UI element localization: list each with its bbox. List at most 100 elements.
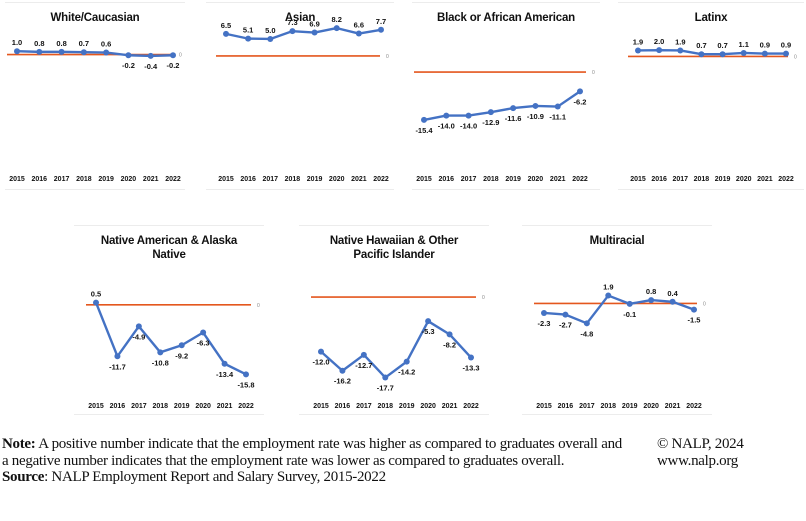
x-tick-label: 2018 bbox=[694, 176, 710, 183]
series-line bbox=[16, 50, 174, 58]
chart-panel-native-american: Native American & Alaska Native 0 0.5 2015… bbox=[74, 225, 264, 415]
x-tick-label: 2022 bbox=[373, 176, 389, 183]
data-label: 6.5 bbox=[221, 21, 231, 30]
data-point bbox=[554, 103, 561, 110]
chart-panel-white: White/Caucasian 0 1.0 2015 0.8 2016 0.8 2017 0.… bbox=[5, 2, 185, 190]
data-label: -0.2 bbox=[122, 61, 135, 70]
x-tick-label: 2019 bbox=[505, 176, 521, 183]
footnote: Note: A positive number indicate that th… bbox=[2, 436, 622, 486]
chart-plot: 0 1.0 2015 0.8 2016 0.8 2017 0.7 2018 0.6 2019 -0.2… bbox=[7, 38, 182, 183]
data-point bbox=[378, 26, 384, 33]
chart-plot: 0 6.5 2015 5.1 2016 5.0 2017 7.3 2018 6.9 2019 8.2 2… bbox=[216, 15, 389, 183]
data-label: 1.9 bbox=[633, 37, 643, 46]
data-label: -11.7 bbox=[109, 362, 126, 371]
chart-plot: 0 -2.3 2015 -2.7 2016 -4.8 2017 1.9 2018 -0.1 2019… bbox=[534, 283, 706, 410]
data-point bbox=[170, 52, 176, 59]
data-point bbox=[267, 35, 274, 42]
chart-title: Black or African American bbox=[437, 12, 575, 24]
note-text: A positive number indicate that the empl… bbox=[2, 436, 622, 469]
x-tick-label: 2020 bbox=[643, 403, 659, 410]
chart-plot: 0 -12.0 2015 -16.2 2016 -12.7 2017 -17.7 2018 -14… bbox=[311, 295, 485, 410]
data-label: -10.9 bbox=[527, 112, 544, 121]
zero-axis-label: 0 bbox=[179, 53, 182, 59]
x-tick-label: 2017 bbox=[262, 176, 278, 183]
x-tick-label: 2021 bbox=[143, 176, 159, 183]
zero-axis-label: 0 bbox=[386, 54, 389, 60]
x-tick-label: 2017 bbox=[579, 403, 595, 410]
data-label: -13.3 bbox=[462, 364, 479, 373]
data-label: -5.3 bbox=[422, 327, 435, 336]
data-point bbox=[677, 47, 684, 54]
data-label: 0.6 bbox=[101, 40, 111, 49]
x-tick-label: 2021 bbox=[665, 403, 681, 410]
data-point bbox=[125, 52, 132, 59]
chart-title-line: Native American & Alaska bbox=[100, 235, 238, 247]
data-label: -4.8 bbox=[580, 329, 593, 338]
data-point bbox=[783, 50, 789, 57]
data-label: -14.2 bbox=[398, 368, 415, 377]
data-label: 7.3 bbox=[287, 18, 297, 27]
data-label: 6.9 bbox=[309, 20, 319, 29]
data-label: -12.0 bbox=[312, 358, 329, 367]
x-tick-label: 2016 bbox=[31, 176, 47, 183]
data-point bbox=[382, 374, 389, 381]
data-label: -11.6 bbox=[505, 114, 522, 123]
data-label: -14.0 bbox=[460, 122, 477, 131]
chart-title: Latinx bbox=[694, 12, 728, 24]
x-tick-label: 2016 bbox=[438, 176, 454, 183]
data-point bbox=[532, 102, 539, 109]
data-label: 0.5 bbox=[91, 290, 101, 299]
chart-panel-native-hawaiian: Native Hawaiian & Other Pacific Islander… bbox=[299, 225, 489, 415]
data-point bbox=[178, 342, 185, 349]
x-tick-label: 2019 bbox=[399, 403, 415, 410]
data-point bbox=[698, 51, 705, 58]
source-label: Source bbox=[2, 469, 45, 485]
data-point bbox=[114, 353, 121, 360]
chart-title: Multiracial bbox=[589, 235, 645, 247]
data-point bbox=[289, 28, 296, 35]
zero-axis-label: 0 bbox=[794, 54, 797, 60]
series-line bbox=[225, 26, 382, 41]
data-point bbox=[577, 88, 583, 95]
x-tick-label: 2015 bbox=[416, 176, 432, 183]
x-tick-label: 2018 bbox=[285, 176, 301, 183]
data-label: -0.1 bbox=[623, 310, 636, 319]
x-tick-label: 2015 bbox=[313, 403, 329, 410]
data-point bbox=[465, 112, 472, 119]
data-label: -15.8 bbox=[237, 380, 254, 389]
data-label: -9.2 bbox=[175, 351, 188, 360]
x-tick-label: 2019 bbox=[715, 176, 731, 183]
data-point bbox=[761, 50, 768, 57]
data-point bbox=[223, 30, 229, 37]
data-point bbox=[510, 105, 517, 112]
data-point bbox=[541, 309, 547, 316]
data-label: 1.9 bbox=[675, 37, 685, 46]
chart-title: White/Caucasian bbox=[50, 12, 140, 24]
x-tick-label: 2022 bbox=[778, 176, 794, 183]
x-tick-label: 2020 bbox=[736, 176, 752, 183]
chart-title: Asian bbox=[284, 12, 316, 24]
data-point bbox=[446, 331, 453, 338]
x-tick-label: 2017 bbox=[54, 176, 70, 183]
x-tick-label: 2017 bbox=[131, 403, 147, 410]
x-tick-label: 2015 bbox=[630, 176, 646, 183]
data-point bbox=[605, 292, 612, 299]
website-link[interactable]: www.nalp.org bbox=[657, 452, 738, 469]
data-label: 5.0 bbox=[265, 26, 275, 35]
x-tick-label: 2018 bbox=[152, 403, 168, 410]
x-tick-label: 2019 bbox=[174, 403, 190, 410]
data-point bbox=[318, 348, 324, 355]
chart-plot: 0 0.5 2015 -11.7 2016 -4.9 2017 -10.8 2018 -9.2 20… bbox=[86, 290, 260, 410]
data-point bbox=[425, 318, 432, 325]
data-point bbox=[583, 320, 590, 327]
x-tick-label: 2020 bbox=[528, 176, 544, 183]
data-point bbox=[468, 354, 474, 361]
x-tick-label: 2019 bbox=[98, 176, 114, 183]
data-label: 8.2 bbox=[331, 15, 341, 24]
data-label: -2.7 bbox=[559, 321, 572, 330]
x-tick-label: 2022 bbox=[463, 403, 479, 410]
chart-title-line: Native bbox=[152, 249, 186, 261]
x-tick-label: 2017 bbox=[461, 176, 477, 183]
x-tick-label: 2022 bbox=[686, 403, 702, 410]
data-point bbox=[656, 47, 663, 54]
